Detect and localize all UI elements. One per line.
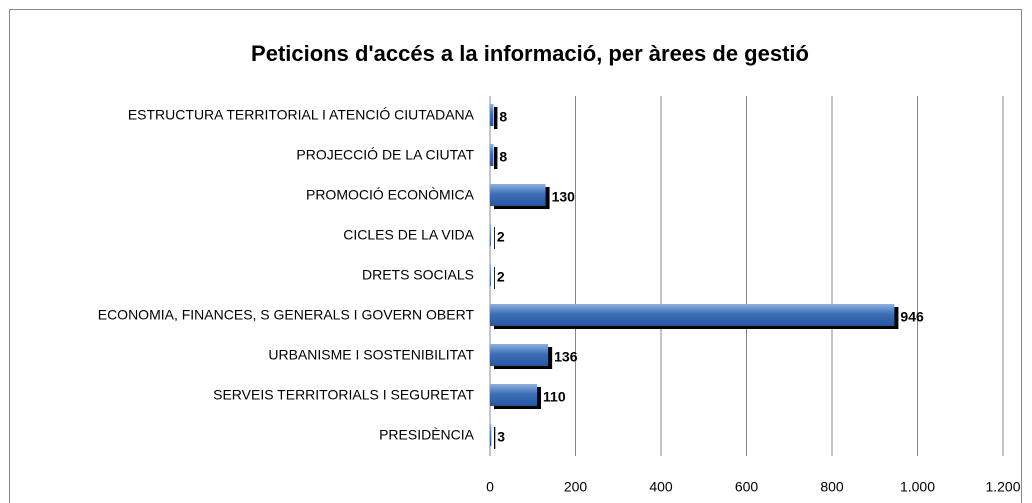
- x-tick-label: 200: [564, 479, 588, 495]
- data-label: 2: [497, 229, 505, 245]
- bar: [490, 264, 491, 286]
- x-tick-label: 400: [649, 479, 673, 495]
- bar: [490, 184, 546, 206]
- bar: [490, 224, 491, 246]
- bar: [490, 424, 492, 446]
- chart-border: [9, 9, 1022, 503]
- data-label: 946: [900, 309, 924, 325]
- bar: [490, 144, 494, 166]
- bar: [490, 384, 538, 406]
- data-label: 3: [497, 429, 505, 445]
- data-label: 8: [499, 109, 507, 125]
- data-label: 110: [543, 389, 566, 405]
- y-tick-label: PRESIDÈNCIA: [379, 427, 475, 443]
- y-tick-label: URBANISME I SOSTENIBILITAT: [268, 347, 474, 363]
- bar-shadow: [494, 427, 496, 449]
- y-tick-label: DRETS SOCIALS: [362, 267, 474, 283]
- data-label: 2: [497, 269, 505, 285]
- y-tick-label: SERVEIS TERRITORIALS I SEGURETAT: [213, 387, 474, 403]
- x-tick-label: 0: [486, 479, 494, 495]
- bar-shadow: [494, 107, 498, 129]
- y-tick-label: PROMOCIÓ ECONÒMICA: [306, 187, 475, 203]
- y-tick-label: PROJECCIÓ DE LA CIUTAT: [296, 147, 474, 163]
- bar-shadow: [494, 227, 495, 249]
- y-tick-label: CICLES DE LA VIDA: [343, 227, 474, 243]
- x-tick-label: 1.000: [900, 479, 935, 495]
- data-label: 136: [554, 349, 578, 365]
- y-tick-label: ECONOMIA, FINANCES, S GENERALS I GOVERN …: [98, 307, 475, 323]
- data-label: 8: [499, 149, 507, 165]
- bar-shadow: [494, 267, 495, 289]
- x-tick-label: 600: [735, 479, 759, 495]
- data-label: 130: [552, 189, 576, 205]
- chart-title: Peticions d'accés a la informació, per à…: [251, 41, 809, 66]
- y-tick-label: ESTRUCTURA TERRITORIAL I ATENCIÓ CIUTADA…: [128, 107, 475, 123]
- x-tick-label: 800: [820, 479, 844, 495]
- bar: [490, 344, 549, 366]
- bar: [490, 304, 895, 326]
- x-tick-label: 1.200: [985, 479, 1020, 495]
- bar-shadow: [494, 147, 498, 169]
- bar: [490, 104, 494, 126]
